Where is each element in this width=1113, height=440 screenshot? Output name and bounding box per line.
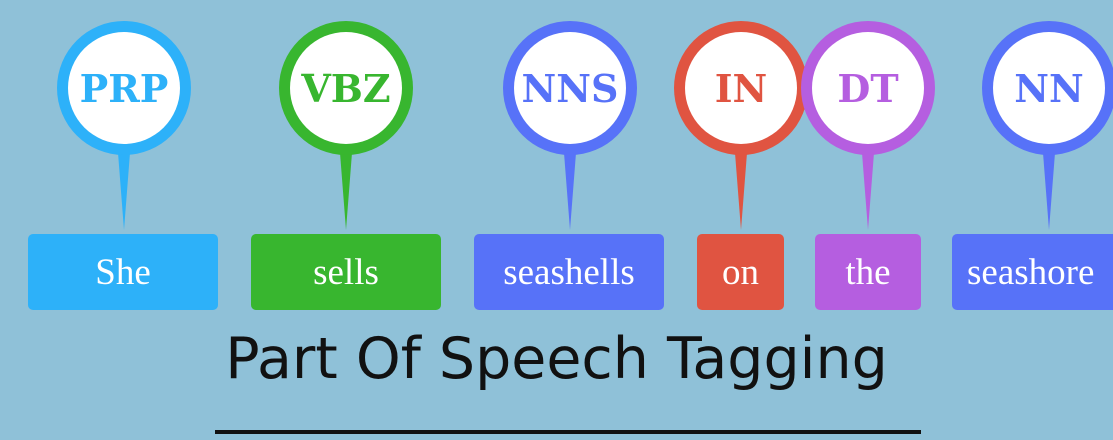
tag-label: NNS (522, 66, 619, 111)
pin-dt: DT (801, 21, 935, 230)
pin-stem (117, 140, 131, 230)
word-box-the: the (815, 234, 921, 310)
word-label: She (95, 251, 151, 293)
pin-face (68, 32, 180, 144)
word-box-on: on (697, 234, 784, 310)
word-label: seashells (503, 251, 635, 293)
pin-stem (861, 140, 875, 230)
title-underline (215, 430, 921, 434)
pin-in: IN (674, 21, 808, 230)
pin-face (290, 32, 402, 144)
pin-face (514, 32, 626, 144)
pin-stem (563, 140, 577, 230)
page-title: Part Of Speech Tagging (225, 326, 888, 392)
pin-nns: NNS (503, 21, 637, 230)
word-box-seashells: seashells (474, 234, 664, 310)
pin-face (993, 32, 1105, 144)
word-box-she: She (28, 234, 218, 310)
tag-label: PRP (80, 66, 169, 111)
pin-face (685, 32, 797, 144)
word-label: sells (313, 251, 379, 293)
tag-label: DT (837, 66, 898, 111)
word-box-sells: sells (251, 234, 441, 310)
tag-label: NN (1014, 66, 1083, 111)
pin-stem (734, 140, 748, 230)
word-box-seashore: seashore (952, 234, 1113, 310)
word-label: the (845, 251, 891, 293)
word-label: seashore (967, 251, 1095, 293)
tag-label: VBZ (300, 66, 390, 111)
pin-prp: PRP (57, 21, 191, 230)
tag-label: IN (715, 66, 768, 111)
pin-nn: NN (982, 21, 1113, 230)
pin-stem (339, 140, 353, 230)
pin-vbz: VBZ (279, 21, 413, 230)
pin-stem (1042, 140, 1056, 230)
pin-face (812, 32, 924, 144)
word-label: on (722, 251, 759, 293)
